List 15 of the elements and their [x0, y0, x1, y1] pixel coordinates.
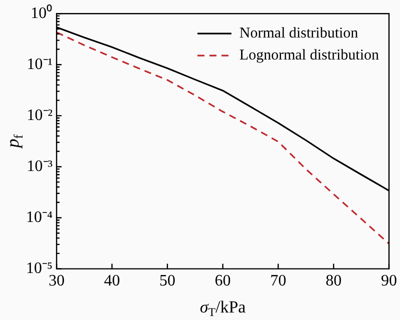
x-tick-label: 90	[381, 272, 397, 290]
x-tick-label: 40	[104, 272, 120, 290]
y-tick-label: 10⁰	[30, 4, 53, 22]
y-tick-label: 10⁻¹	[26, 56, 53, 73]
y-tick-label: 10⁻⁴	[26, 208, 53, 226]
x-tick-label: 60	[214, 272, 231, 290]
y-tick-label: 10⁻³	[26, 158, 53, 175]
x-tick-label: 50	[159, 272, 176, 290]
y-axis-title: pf	[2, 134, 26, 150]
x-tick-label: 70	[270, 272, 286, 290]
legend-label: Lognormal distribution	[239, 48, 380, 64]
x-tick-label: 30	[48, 272, 65, 290]
y-tick-label: 10⁻²	[26, 106, 53, 124]
legend-label: Normal distribution	[239, 26, 359, 42]
x-tick-label: 80	[326, 272, 342, 290]
